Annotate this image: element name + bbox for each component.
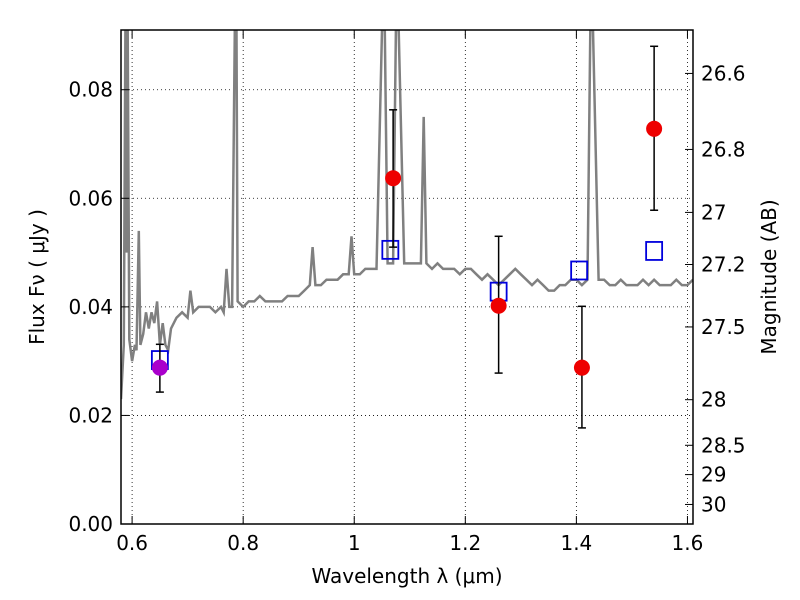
- x-tick-label: 1.2: [449, 531, 481, 555]
- observed-point: [573, 359, 590, 376]
- magnitude-tick-labels: 26.6 26.8 27 27.2 27.5 28 28.5 29 30: [701, 61, 746, 516]
- observed-point: [646, 120, 663, 137]
- axis-ticks: [121, 30, 693, 525]
- y2-tick-label: 27: [701, 200, 726, 224]
- y2-axis-label: Magnitude (AB): [757, 199, 781, 354]
- y2-tick-label: 29: [701, 463, 726, 487]
- y-tick-label: 0.00: [68, 512, 113, 536]
- y-tick-label: 0.02: [68, 403, 113, 427]
- x-axis-label: Wavelength λ (μm): [311, 564, 502, 588]
- x-tick-label: 1.4: [560, 531, 592, 555]
- y2-tick-label: 26.8: [701, 137, 746, 161]
- x-tick-label: 0.8: [227, 531, 259, 555]
- observed-point: [385, 170, 402, 187]
- model-square-marker: [570, 260, 589, 281]
- model-square-marker: [381, 239, 400, 260]
- y2-tick-label: 27.2: [701, 253, 746, 277]
- y-tick-label: 0.08: [68, 78, 113, 102]
- y2-tick-label: 26.6: [701, 61, 746, 85]
- y-axis-label: Flux Fν ( μJy ): [25, 209, 49, 345]
- observed-point: [151, 359, 168, 376]
- observed-photometry-markers: [151, 120, 663, 376]
- y2-tick-label: 28: [701, 388, 726, 412]
- model-square-marker: [645, 241, 664, 261]
- y-tick-label: 0.06: [68, 186, 113, 210]
- observed-point: [490, 297, 507, 314]
- plot-frame: [120, 29, 694, 525]
- y-tick-labels: 0.00 0.02 0.04 0.06 0.08: [68, 78, 113, 536]
- y-tick-label: 0.04: [68, 295, 113, 319]
- x-tick-label: 1: [348, 531, 361, 555]
- y2-tick-label: 27.5: [701, 315, 746, 339]
- model-spectrum-line: [121, 30, 693, 400]
- x-tick-label: 0.6: [116, 531, 148, 555]
- y2-tick-label: 30: [701, 492, 726, 516]
- y2-tick-label: 28.5: [701, 433, 746, 457]
- x-tick-labels: 0.6 0.8 1 1.2 1.4 1.6: [116, 531, 703, 555]
- x-tick-label: 1.6: [672, 531, 704, 555]
